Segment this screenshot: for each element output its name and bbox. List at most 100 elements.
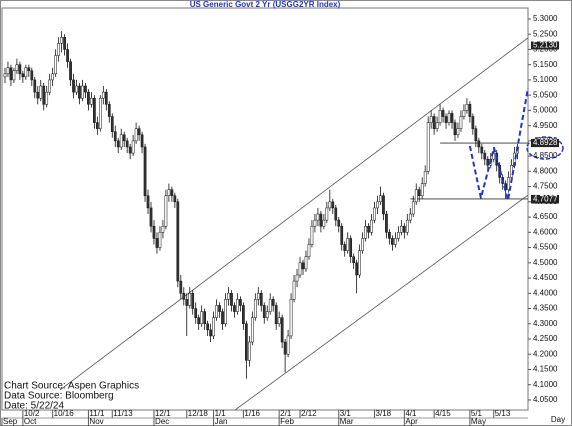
y-tick-label: 4.7500 [533,182,558,191]
candle-body [426,122,430,172]
candle-body [119,134,123,148]
candle-body [200,311,204,324]
candle-body [420,183,424,196]
y-tick-label: 5.2500 [533,29,558,38]
candle-body [134,128,138,142]
candle-body [104,91,108,105]
candle-body [388,232,391,239]
candle-body [75,85,78,93]
candle-body [447,113,451,123]
x-tick-label: 4/15 [435,409,451,418]
candle-body [164,195,168,227]
candle-body [408,213,412,221]
candle-body [462,110,466,117]
month-label: Oct [24,417,37,426]
candle-body [250,317,254,343]
candle-body [113,131,117,142]
candle-body [221,311,224,324]
candle-body [259,293,263,306]
candle-body [370,219,373,233]
y-tick-label: 5.0500 [533,90,558,99]
candle-body [84,85,87,93]
candle-body [331,201,335,209]
candle-body [405,219,409,233]
x-tick-label: 1/16 [244,409,260,418]
candle-body [98,97,102,129]
candle-body [402,225,406,233]
candle-body [152,225,156,239]
candle-body [146,195,150,209]
candle-body [209,329,212,337]
candle-body [54,55,57,75]
candle-body [486,158,490,166]
candle-body [432,116,436,129]
candle-body [78,85,81,99]
candle-body [325,207,329,221]
candle-body [90,97,93,105]
candle-body [438,110,442,123]
y-tick-label: 4.5000 [533,258,558,267]
month-label: Mar [340,417,354,426]
y-tick-label: 4.4500 [533,273,558,282]
candle-body [301,262,305,270]
candle-body [411,201,415,215]
y-tick-label: 4.2500 [533,334,558,343]
notes: Chart Source: Aspen Graphics Data Source… [4,381,139,412]
candle-body [322,219,326,227]
candle-body [9,67,13,81]
x-tick-label: 3/18 [376,409,392,418]
level-box [531,41,559,50]
y-tick-label: 4.8500 [533,151,558,160]
candle-body [155,238,159,248]
plot-area [1,7,529,411]
y-tick-label: 5.1500 [533,60,558,69]
x-tick-label: 2/1 [280,409,292,418]
trend-line [59,37,528,391]
candle-body [3,73,7,78]
candle-body [27,67,31,72]
candle-body [39,85,43,99]
candle-body [253,299,257,318]
candle-body [42,85,46,105]
candle-body [6,67,10,75]
candle-body [125,140,129,148]
candle-body [295,274,299,282]
candle-body [364,225,367,239]
candle-body [397,232,400,239]
candle-body [283,341,287,355]
level-label: 4.8928 [533,138,558,147]
candle-body [394,238,397,245]
candle-body [36,91,40,99]
month-label: Jan [215,417,228,426]
candle-body [30,70,34,81]
candle-body [417,189,421,196]
candle-body [316,213,320,221]
candle-body [307,244,311,257]
candle-body [161,225,165,233]
y-tick-label: 4.2000 [533,349,558,358]
note: Data Source: Bloomberg [4,391,114,402]
candle-body [116,140,120,148]
candle-body [81,85,84,99]
candle-body [15,64,19,72]
candle-body [343,244,347,251]
candle-body [450,113,454,123]
candle-body [429,116,433,123]
candle-body [182,293,186,300]
candle-body [60,37,63,44]
y-tick-label: 4.0500 [533,395,558,404]
candle-body [414,189,418,203]
candle-body [51,73,55,81]
candle-body [140,134,144,148]
y-tick-label: 4.1000 [533,380,558,389]
candle-body [218,305,221,312]
candle-body [45,91,49,105]
candle-body [176,201,180,282]
candle-body [69,61,72,81]
x-tick-label: 5/1 [471,409,483,418]
candle-body [215,305,218,318]
candle-body [391,238,394,245]
candle-body [191,293,195,309]
candle-body [310,225,314,245]
